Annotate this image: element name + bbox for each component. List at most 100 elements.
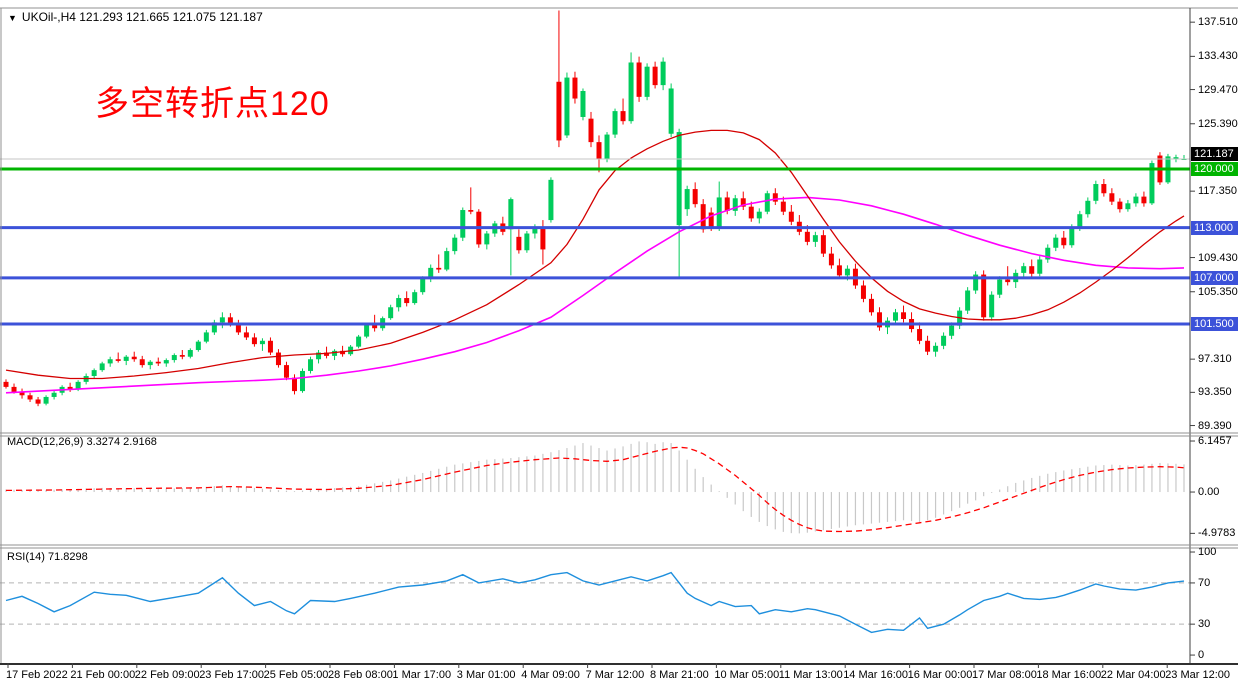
level-price-badge[interactable]: 107.000: [1191, 270, 1238, 285]
candle-body[interactable]: [804, 231, 810, 242]
candle-body[interactable]: [524, 233, 530, 251]
candle-body[interactable]: [67, 386, 73, 390]
candle-body[interactable]: [548, 179, 554, 221]
candle-body[interactable]: [820, 235, 826, 254]
candle-body[interactable]: [115, 359, 121, 361]
candle-body[interactable]: [636, 62, 642, 97]
candle-body[interactable]: [965, 290, 971, 311]
time-axis-label[interactable]: 28 Feb 08:00: [328, 669, 393, 681]
candle-body[interactable]: [564, 77, 570, 136]
candle-body[interactable]: [828, 253, 834, 266]
candle-body[interactable]: [460, 210, 466, 238]
candle-body[interactable]: [612, 111, 618, 135]
candle-body[interactable]: [1141, 196, 1147, 204]
candle-body[interactable]: [35, 399, 41, 404]
time-axis-label[interactable]: 22 Feb 09:00: [134, 669, 200, 681]
candle-body[interactable]: [251, 337, 257, 345]
candle-body[interactable]: [684, 189, 690, 210]
candle-body[interactable]: [981, 274, 987, 318]
candle-body[interactable]: [973, 274, 979, 291]
candle-body[interactable]: [163, 360, 169, 364]
candle-body[interactable]: [75, 381, 81, 390]
candle-body[interactable]: [1125, 203, 1131, 210]
candle-body[interactable]: [300, 370, 306, 392]
time-axis-label[interactable]: 10 Mar 05:00: [714, 669, 780, 681]
candle-body[interactable]: [692, 189, 698, 205]
candle-body[interactable]: [404, 298, 410, 304]
time-axis-label[interactable]: 17 Mar 08:00: [972, 669, 1037, 681]
candle-body[interactable]: [1069, 227, 1075, 246]
candle-body[interactable]: [756, 211, 762, 219]
time-axis-label[interactable]: 23 Mar 12:00: [1165, 669, 1231, 681]
candle-body[interactable]: [428, 267, 434, 279]
time-axis-label[interactable]: 23 Feb 17:00: [199, 669, 265, 681]
candle-body[interactable]: [572, 77, 578, 99]
candle-body[interactable]: [267, 340, 273, 353]
candle-body[interactable]: [436, 267, 442, 270]
candle-body[interactable]: [1117, 201, 1123, 210]
candle-body[interactable]: [332, 350, 338, 356]
candle-body[interactable]: [588, 118, 594, 143]
candle-body[interactable]: [660, 61, 666, 86]
candle-body[interactable]: [179, 355, 185, 357]
candle-body[interactable]: [532, 226, 538, 234]
candle-body[interactable]: [227, 317, 233, 325]
candle-body[interactable]: [772, 193, 778, 202]
time-axis-label[interactable]: 7 Mar 12:00: [585, 669, 645, 681]
candle-body[interactable]: [604, 134, 610, 159]
candle-body[interactable]: [412, 292, 418, 304]
candle-body[interactable]: [452, 237, 458, 252]
candle-body[interactable]: [949, 325, 955, 336]
level-price-badge[interactable]: 113.000: [1191, 220, 1238, 235]
candle-body[interactable]: [628, 62, 634, 122]
candle-body[interactable]: [388, 307, 394, 319]
time-axis-label[interactable]: 18 Mar 16:00: [1036, 669, 1102, 681]
candle-body[interactable]: [1093, 184, 1099, 201]
candle-body[interactable]: [283, 365, 289, 378]
candle-body[interactable]: [372, 324, 378, 329]
candle-body[interactable]: [676, 132, 682, 226]
candle-body[interactable]: [788, 211, 794, 222]
time-axis-label[interactable]: 17 Feb 2022: [6, 669, 68, 681]
candle-body[interactable]: [1037, 259, 1043, 274]
candle-body[interactable]: [812, 235, 818, 242]
candle-body[interactable]: [27, 395, 33, 400]
candle-body[interactable]: [516, 236, 522, 251]
candle-body[interactable]: [195, 341, 201, 351]
candle-body[interactable]: [1053, 237, 1059, 248]
candle-body[interactable]: [147, 361, 153, 366]
time-axis-label[interactable]: 4 Mar 09:00: [521, 669, 580, 681]
level-price-badge[interactable]: 120.000: [1191, 161, 1238, 176]
candle-body[interactable]: [732, 198, 738, 211]
candle-body[interactable]: [1005, 279, 1011, 283]
candle-body[interactable]: [1173, 157, 1179, 159]
time-axis-label[interactable]: 14 Mar 16:00: [843, 669, 909, 681]
time-axis-label[interactable]: 16 Mar 00:00: [907, 669, 973, 681]
candle-body[interactable]: [596, 142, 602, 159]
time-axis-label[interactable]: 3 Mar 01:00: [456, 669, 516, 681]
candle-body[interactable]: [700, 204, 706, 230]
candle-body[interactable]: [235, 324, 241, 333]
candle-body[interactable]: [868, 298, 874, 313]
candle-body[interactable]: [91, 370, 97, 376]
candle-body[interactable]: [3, 381, 9, 387]
candle-body[interactable]: [356, 336, 362, 347]
time-axis-label[interactable]: 25 Feb 05:00: [263, 669, 329, 681]
candle-body[interactable]: [259, 340, 265, 345]
candle-body[interactable]: [444, 251, 450, 270]
candle-body[interactable]: [941, 335, 947, 346]
candle-body[interactable]: [1101, 184, 1107, 194]
candle-body[interactable]: [917, 329, 923, 341]
candle-body[interactable]: [131, 356, 137, 360]
candle-body[interactable]: [668, 88, 674, 134]
candle-body[interactable]: [1061, 237, 1067, 246]
candle-body[interactable]: [708, 212, 714, 228]
candle-body[interactable]: [1133, 196, 1139, 204]
candle-body[interactable]: [396, 298, 402, 308]
candle-body[interactable]: [291, 377, 297, 392]
candle-body[interactable]: [1029, 266, 1035, 274]
candle-body[interactable]: [275, 352, 281, 366]
candle-body[interactable]: [620, 111, 626, 122]
candle-body[interactable]: [340, 350, 346, 355]
candle-body[interactable]: [420, 278, 426, 293]
